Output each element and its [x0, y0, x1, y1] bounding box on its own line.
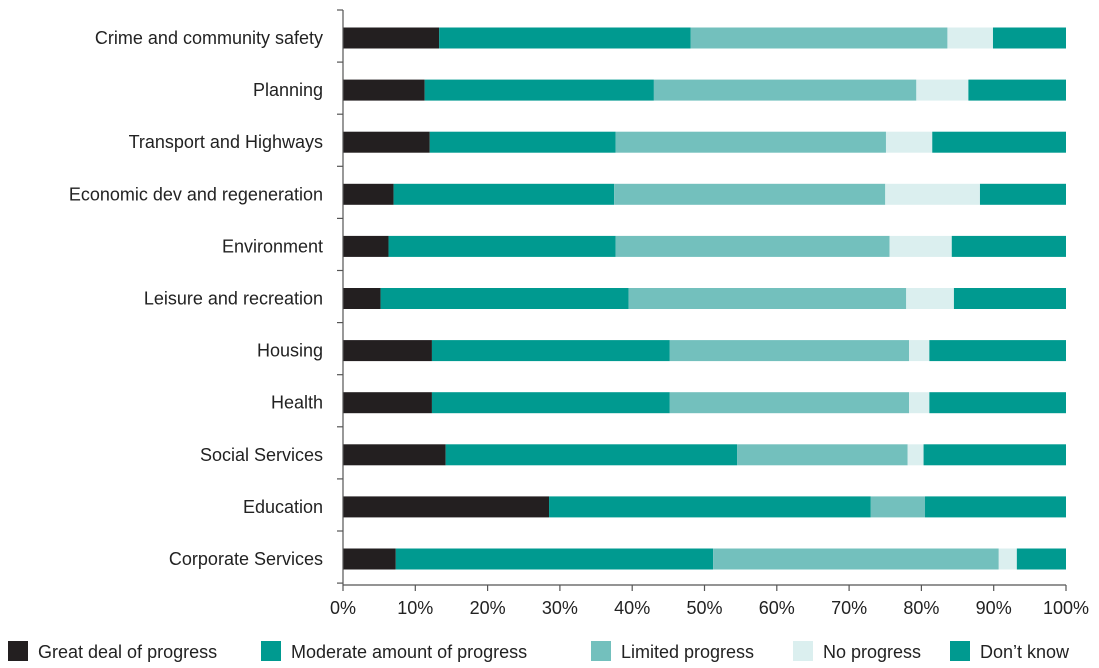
bar-segment [614, 183, 886, 205]
x-tick-label: 10% [397, 598, 433, 618]
bar-segment [953, 288, 1066, 309]
bar-segment [388, 235, 616, 257]
bar-segment [424, 79, 654, 101]
bar-segment [343, 496, 550, 518]
bar-segment [979, 183, 1066, 205]
bar-segment [380, 288, 629, 309]
bar-segment [343, 340, 432, 362]
legend-swatch [591, 641, 611, 661]
category-labels: Crime and community safety Planning Transp… [69, 28, 323, 569]
legend-item: Don’t know [950, 641, 1070, 662]
bar-segment [968, 79, 1066, 101]
bar-segment [429, 131, 616, 153]
bar-segment [998, 548, 1017, 570]
bar-segment [653, 79, 917, 101]
bar-segment [343, 235, 389, 257]
bar-segment [615, 131, 886, 153]
bar-segment [907, 444, 924, 466]
category-label: Corporate Services [169, 549, 323, 569]
x-tick-label: 60% [759, 598, 795, 618]
bar-segment [909, 340, 930, 362]
legend-swatch [8, 641, 28, 661]
bar-segment [885, 131, 933, 153]
x-tick-label: 50% [686, 598, 722, 618]
bar-segment [343, 79, 425, 101]
category-label: Economic dev and regeneration [69, 184, 323, 204]
category-label: Transport and Highways [129, 132, 323, 152]
bar-segment [343, 288, 381, 309]
bar-segment [916, 79, 969, 101]
legend-label: Don’t know [980, 642, 1070, 662]
bar-segment [870, 496, 926, 518]
bar-segment [628, 288, 907, 309]
bar-segment [951, 235, 1066, 257]
bar-segment [713, 548, 999, 570]
legend: Great deal of progress Moderate amount of… [8, 641, 1070, 662]
legend-item: Great deal of progress [8, 641, 217, 662]
category-label: Education [243, 497, 323, 517]
legend-label: No progress [823, 642, 921, 662]
bars-layer [343, 27, 1066, 570]
bar-segment [439, 27, 691, 49]
x-tick-label: 70% [831, 598, 867, 618]
category-label: Leisure and recreation [144, 289, 323, 309]
category-label: Social Services [200, 445, 323, 465]
bar-segment [343, 27, 440, 49]
category-label: Health [271, 393, 323, 413]
bar-segment [923, 444, 1066, 466]
bar-segment [431, 392, 670, 414]
bar-segment [343, 183, 394, 205]
category-label: Crime and community safety [95, 28, 323, 48]
bar-segment [932, 131, 1066, 153]
bar-segment [343, 392, 432, 414]
bar-segment [909, 392, 930, 414]
legend-item: No progress [793, 641, 921, 662]
bar-segment [343, 131, 430, 153]
x-tick-label: 80% [903, 598, 939, 618]
bar-segment [615, 235, 890, 257]
legend-swatch [950, 641, 970, 661]
bar-segment [929, 392, 1066, 414]
x-tick-label: 40% [614, 598, 650, 618]
bar-segment [889, 235, 952, 257]
legend-label: Moderate amount of progress [291, 642, 527, 662]
bar-segment [395, 548, 714, 570]
bar-segment [885, 183, 980, 205]
bar-segment [947, 27, 993, 49]
legend-item: Moderate amount of progress [261, 641, 527, 662]
bar-segment [669, 340, 910, 362]
bar-segment [343, 548, 396, 570]
bar-segment [690, 27, 948, 49]
category-label: Housing [257, 341, 323, 361]
bar-segment [445, 444, 738, 466]
x-tick-label: 30% [542, 598, 578, 618]
bar-segment [431, 340, 670, 362]
bar-segment [669, 392, 910, 414]
bar-segment [992, 27, 1066, 49]
x-tick-labels: 0% 10% 20% 30% 40% 50% 60% 70% 80% 90% 100% [330, 598, 1089, 618]
bar-segment [925, 496, 1066, 518]
bar-segment [343, 444, 446, 466]
x-tick-label: 90% [976, 598, 1012, 618]
axes-layer [337, 9, 1067, 591]
category-label: Environment [222, 236, 323, 256]
category-label: Planning [253, 80, 323, 100]
bar-segment [906, 288, 954, 309]
bar-segment [549, 496, 871, 518]
legend-label: Great deal of progress [38, 642, 217, 662]
bar-segment [1016, 548, 1066, 570]
x-tick-label: 20% [470, 598, 506, 618]
x-tick-label: 100% [1043, 598, 1089, 618]
x-tick-label: 0% [330, 598, 356, 618]
bar-segment [737, 444, 908, 466]
bar-segment [393, 183, 615, 205]
bar-segment [929, 340, 1066, 362]
legend-swatch [261, 641, 281, 661]
legend-item: Limited progress [591, 641, 754, 662]
legend-label: Limited progress [621, 642, 754, 662]
legend-swatch [793, 641, 813, 661]
